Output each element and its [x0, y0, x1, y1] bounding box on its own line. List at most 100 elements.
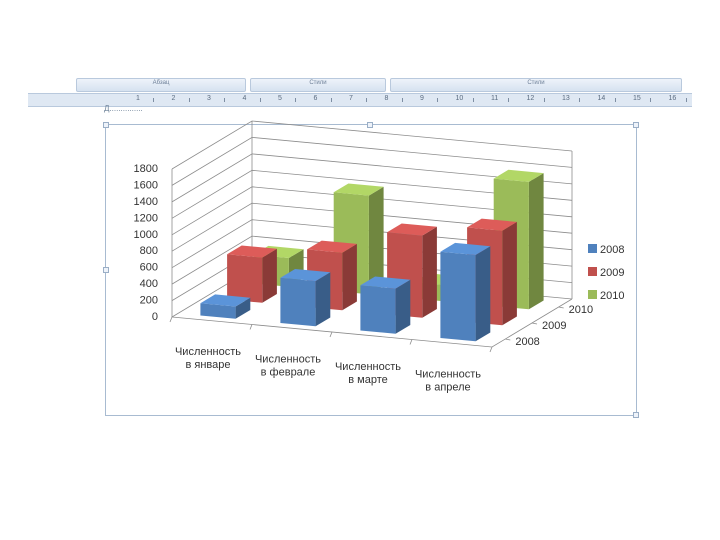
- ruler-number: 5: [278, 95, 282, 102]
- bar-2008-3: [360, 276, 411, 334]
- horizontal-ruler[interactable]: 1 2 3 4 5 6 7 8 9 10 11 12 13 14 15 16: [28, 93, 692, 107]
- ruler-tick: [188, 98, 190, 102]
- ruler-number: 9: [420, 95, 424, 102]
- bar-side: [528, 173, 544, 310]
- category-label: в апреле: [425, 381, 470, 393]
- category-tick: [329, 331, 333, 338]
- ruler-number: 15: [633, 95, 641, 102]
- bar-side: [368, 186, 384, 295]
- ribbon-groups: Абзац Стили Стили: [28, 78, 692, 92]
- category-tick: [169, 316, 173, 323]
- ribbon-group-editing[interactable]: Стили: [390, 78, 682, 92]
- ruler-number: 2: [171, 95, 176, 102]
- ruler-tick: [366, 98, 367, 102]
- bar-side: [395, 279, 411, 334]
- legend-label: 2008: [600, 244, 624, 256]
- ribbon-group-styles[interactable]: Стили: [250, 78, 386, 92]
- ribbon-group-paragraph[interactable]: Абзац: [76, 78, 246, 92]
- bar-top: [333, 183, 384, 196]
- ruler-number: 7: [349, 95, 353, 102]
- resize-handle[interactable]: [367, 122, 373, 128]
- ruler-tick: [437, 98, 438, 102]
- ruler-number: 12: [526, 95, 535, 102]
- ruler-number: 1: [136, 95, 140, 102]
- ribbon-group-label: Стили: [309, 80, 327, 86]
- legend-swatch-2010: [588, 290, 597, 299]
- bar-side: [475, 246, 491, 342]
- bar-2008-4: [440, 242, 491, 342]
- bar-front: [200, 303, 236, 319]
- ruler-tick: [508, 98, 509, 102]
- depth-tick: [558, 306, 564, 309]
- partial-text-line: Д...............: [104, 104, 143, 113]
- bar-top: [440, 242, 491, 255]
- bar-2008-2: [280, 269, 331, 327]
- bar-side: [342, 243, 357, 311]
- ruler-tick: [295, 98, 296, 102]
- ruler-number: 11: [491, 95, 499, 102]
- bar-front: [280, 277, 316, 327]
- ruler-tick: [472, 98, 474, 102]
- resize-handle[interactable]: [103, 267, 109, 273]
- category-label: в марте: [348, 374, 388, 386]
- ruler-tick: [614, 98, 616, 102]
- bar-side: [262, 248, 277, 303]
- depth-label: 2009: [542, 320, 566, 332]
- bar-top: [280, 269, 331, 282]
- y-tick-label: 1200: [134, 212, 158, 224]
- resize-handle[interactable]: [103, 122, 109, 128]
- ruler-number: 14: [597, 95, 606, 102]
- bar-top: [387, 223, 437, 236]
- bar-top: [360, 276, 411, 289]
- bar-side: [315, 272, 331, 327]
- resize-handle[interactable]: [633, 412, 639, 418]
- bar-side: [235, 297, 251, 319]
- y-tick-label: 600: [140, 262, 158, 274]
- resize-handle[interactable]: [633, 122, 639, 128]
- category-tick: [489, 346, 493, 353]
- bar-top: [307, 240, 357, 253]
- bar-top: [200, 294, 251, 307]
- legend-swatch-2009: [588, 267, 597, 276]
- ruler-number: 6: [313, 95, 318, 102]
- chart-legend: 2008 2009 2010: [588, 244, 624, 302]
- legend-swatch-2008: [588, 244, 597, 253]
- ruler-tick: [579, 98, 580, 102]
- ruler-tick: [685, 98, 687, 102]
- ruler-tick: [543, 98, 545, 102]
- category-label: Численность: [415, 368, 481, 380]
- bar-2010-2: [333, 183, 384, 295]
- y-tick-label: 200: [140, 295, 158, 307]
- bar-2008-1: [200, 294, 251, 319]
- category-label: в январе: [185, 359, 230, 371]
- bar-side: [502, 221, 517, 326]
- ruler-number: 16: [668, 95, 677, 102]
- bar-front: [227, 254, 263, 303]
- ruler-tick: [259, 98, 261, 102]
- y-tick-label: 0: [152, 311, 158, 323]
- bar-2009-1: [227, 245, 277, 303]
- depth-tick: [531, 322, 538, 325]
- bar-top: [467, 218, 517, 231]
- depth-label: 2010: [569, 304, 593, 316]
- ruler-tick: [650, 98, 651, 102]
- bar-top: [227, 245, 277, 258]
- bar-top: [493, 169, 544, 182]
- legend-label: 2009: [600, 267, 624, 279]
- ruler-tick: [224, 98, 225, 102]
- chart-labels: 0 200 400 600 800 1000 1200 1400 1600 1800 Численн…: [134, 163, 594, 393]
- ribbon-group-label: Абзац: [152, 80, 170, 86]
- category-label: в феврале: [261, 366, 316, 378]
- ruler-number: 4: [242, 95, 247, 102]
- ruler-tick: [153, 98, 154, 102]
- bar-side: [422, 226, 437, 318]
- bar-front: [440, 251, 476, 342]
- y-tick-label: 400: [140, 278, 158, 290]
- category-label: Численность: [175, 346, 241, 358]
- ruler-number: 3: [207, 95, 211, 102]
- y-tick-label: 1000: [134, 229, 158, 241]
- chart-bars: [200, 169, 544, 342]
- category-tick: [409, 339, 413, 345]
- y-tick-label: 1600: [134, 179, 158, 191]
